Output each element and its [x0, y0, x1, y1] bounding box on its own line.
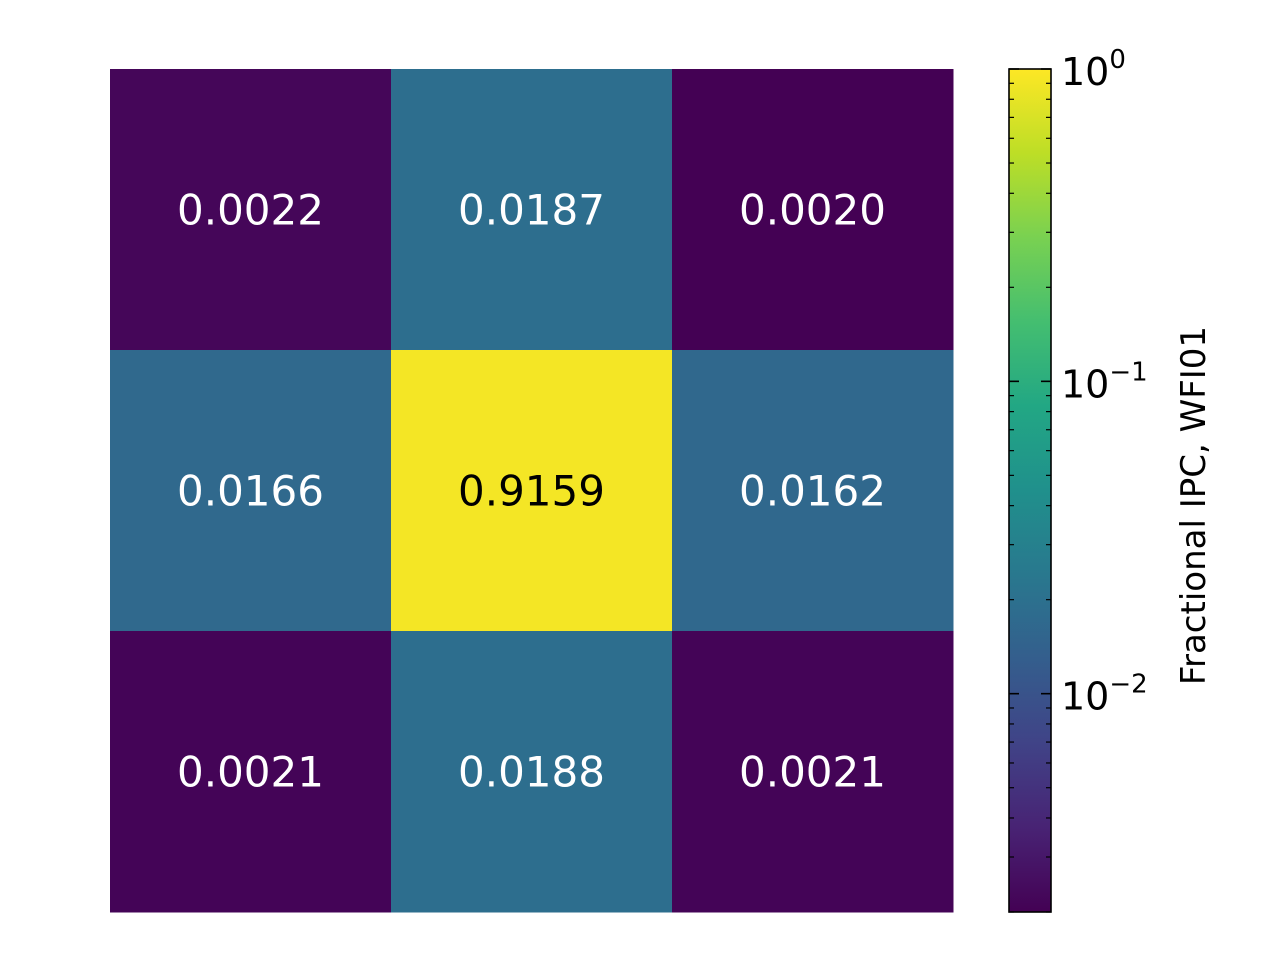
- colorbar-tick-label: 10−2: [1061, 670, 1148, 719]
- heatmap-cell-r0-c2: [672, 69, 954, 351]
- heatmap-grid: 0.0022 0.0187 0.0020 0.0166 0.9159 0.0162 0.00…: [110, 69, 954, 913]
- cell-value-label-r2-c1: 0.0188: [458, 748, 605, 797]
- heatmap-cell-r0-c0: [110, 69, 392, 351]
- heatmap-cell-r2-c1: [391, 631, 673, 913]
- cell-value-label-r0-c1: 0.0187: [458, 186, 605, 235]
- heatmap-cell-r2-c0: [110, 631, 392, 913]
- heatmap-cell-r2-c2: [672, 631, 954, 913]
- heatmap-cell-r0-c1: [391, 69, 673, 351]
- colorbar-tick-label-exponent: −1: [1109, 357, 1147, 387]
- colorbar-tick-label-base: 10: [1061, 50, 1109, 94]
- colorbar-gradient: [1009, 69, 1051, 912]
- cell-value-label-r1-c2: 0.0162: [739, 467, 886, 516]
- cell-value-label-r1-c0: 0.0166: [177, 467, 324, 516]
- cell-value-label-r1-c1: 0.9159: [458, 467, 605, 516]
- heatmap-cell-r1-c0: [110, 350, 392, 632]
- cell-value-label-r0-c2: 0.0020: [739, 186, 886, 235]
- cell-value-label-r0-c0: 0.0022: [177, 186, 324, 235]
- cell-value-label-r2-c0: 0.0021: [177, 748, 324, 797]
- colorbar-label: Fractional IPC, WFI01: [1174, 326, 1214, 685]
- colorbar-tick-label: 100: [1061, 45, 1126, 94]
- heatmap-cell-r1-c2: [672, 350, 954, 632]
- colorbar-tick-label-exponent: −2: [1109, 670, 1147, 700]
- heatmap-cell-r1-c1: [391, 350, 673, 632]
- colorbar-tick-label-base: 10: [1061, 675, 1109, 719]
- cell-value-label-r2-c2: 0.0021: [739, 748, 886, 797]
- colorbar-tick-label-exponent: 0: [1109, 45, 1126, 75]
- colorbar-tick-label-base: 10: [1061, 362, 1109, 406]
- colorbar-frame: [1008, 68, 1052, 913]
- colorbar-tick-label: 10−1: [1061, 357, 1148, 406]
